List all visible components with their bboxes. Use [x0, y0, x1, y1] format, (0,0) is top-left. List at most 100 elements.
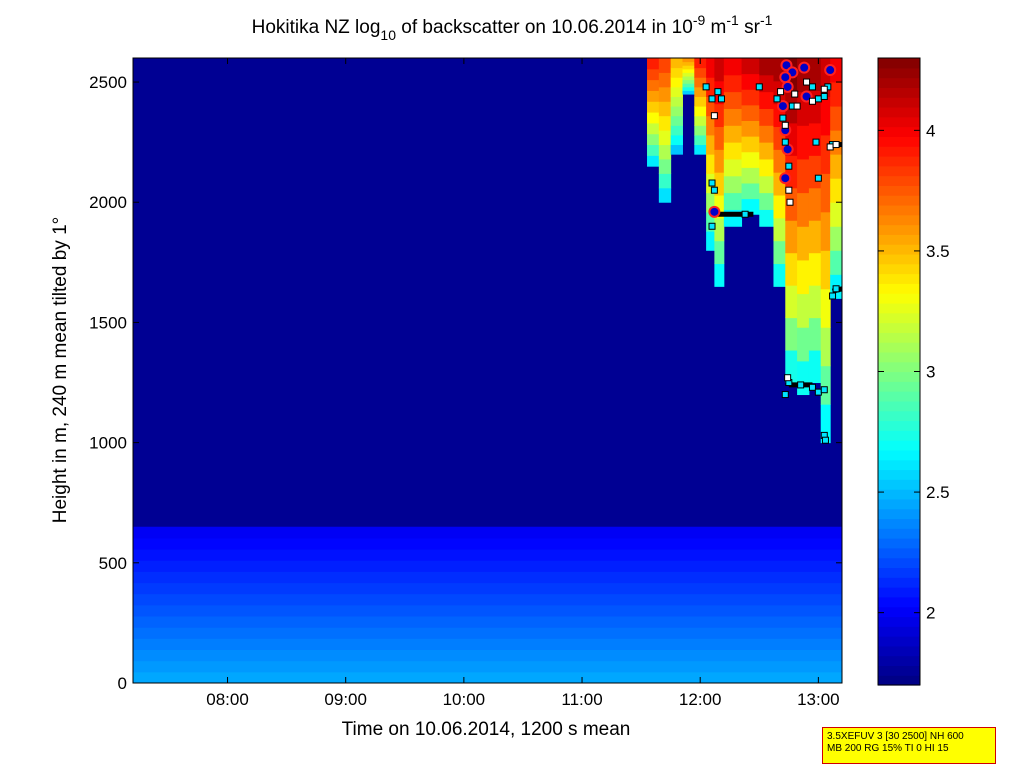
cloud-cell	[723, 108, 743, 126]
cloud-cell	[741, 73, 760, 90]
cloud-base-marker	[797, 381, 805, 389]
colorbar-cell	[878, 518, 920, 529]
colorbar-tick-label: 2.5	[926, 483, 950, 502]
cloud-cell	[759, 74, 774, 93]
cloud-base-marker	[821, 436, 829, 444]
cloud-cell	[723, 74, 743, 93]
colorbar-cell	[878, 58, 920, 69]
cloud-base-marker	[808, 83, 816, 91]
cloud-top-marker	[781, 143, 794, 156]
cloud-cell	[820, 404, 831, 444]
cloud-cell	[694, 77, 707, 88]
boundary-layer-band	[133, 526, 842, 539]
cloud-base-marker	[829, 292, 837, 300]
colorbar-cell	[878, 283, 920, 294]
colorbar-cell	[878, 508, 920, 520]
cloud-base-marker	[702, 83, 710, 91]
cloud-base-marker	[814, 174, 822, 182]
colorbar-tick-label: 4	[926, 121, 935, 140]
colorbar-cell	[878, 587, 920, 598]
colorbar-cell	[878, 410, 920, 422]
cloud-base-marker	[717, 95, 725, 103]
plot-frame	[132, 57, 843, 684]
colorbar-cell	[878, 185, 920, 196]
boundary-layer-band	[133, 549, 842, 561]
cloud-cell	[658, 173, 672, 189]
cloud-cell	[723, 192, 743, 210]
colorbar-cell	[878, 430, 920, 441]
cloud-base-marker	[820, 386, 828, 394]
x-axis-label: Time on 10.06.2014, 1200 s mean	[342, 719, 631, 740]
colorbar-cell	[878, 498, 920, 510]
cloud-cell	[785, 252, 798, 286]
cloud-cell	[808, 220, 822, 254]
layer-marker	[832, 141, 840, 149]
y-axis-label: Height in m, 240 m mean tilted by 1°	[50, 217, 71, 523]
cloud-cell	[808, 58, 822, 91]
cloud-cell	[682, 76, 695, 81]
layer-marker	[820, 85, 828, 93]
cloud-base-marker	[779, 114, 787, 122]
cloud-cell	[759, 125, 774, 143]
colorbar-cell	[878, 322, 920, 333]
cloud-cell	[714, 103, 725, 128]
colorbar-cell	[878, 97, 920, 108]
y-tick-label: 500	[99, 554, 127, 573]
cloud-base-marker	[755, 83, 763, 91]
layer-marker	[784, 374, 792, 382]
colorbar-cell	[878, 626, 920, 637]
boundary-layer-band	[133, 604, 842, 617]
y-tick-label: 0	[118, 674, 127, 693]
cloud-cell	[658, 101, 672, 117]
cloud-cell	[682, 65, 695, 70]
layer-marker	[777, 88, 785, 96]
cloud-base-marker	[832, 285, 840, 293]
x-tick-label: 12:00	[679, 690, 722, 709]
cloud-top-marker	[781, 80, 794, 93]
cloud-cell	[759, 142, 774, 160]
cloud-cell	[785, 285, 798, 319]
cloud-cell	[647, 122, 660, 135]
colorbar-cell	[878, 606, 920, 618]
cloud-cell	[647, 144, 660, 156]
colorbar-cell	[878, 175, 920, 186]
colorbar-cell	[878, 596, 920, 608]
cloud-cell	[773, 217, 786, 242]
colorbar-cell	[878, 136, 920, 147]
x-tick-label: 11:00	[561, 690, 602, 709]
cloud-cell	[773, 195, 786, 219]
colorbar-cell	[878, 165, 920, 177]
cloud-cell	[714, 263, 725, 287]
cloud-cell	[759, 58, 774, 76]
cloud-cell	[670, 134, 683, 146]
cloud-cell	[658, 58, 672, 73]
colorbar-cell	[878, 489, 920, 500]
x-tick-label: 10:00	[443, 690, 486, 709]
colorbar-cell	[878, 342, 920, 353]
colorbar-cell	[878, 351, 920, 363]
colorbar-cell	[878, 116, 920, 128]
cloud-cell	[714, 217, 725, 242]
cloud-top-marker	[708, 205, 721, 218]
processing-info-box: 3.5XEFUV 3 [30 2500] NH 600 MB 200 RG 15…	[822, 727, 996, 764]
cloud-cell	[797, 192, 810, 227]
y-tick-label: 1500	[89, 313, 127, 332]
cloud-cell	[820, 58, 831, 97]
cloud-cell	[820, 173, 831, 213]
cloud-cell	[682, 90, 695, 95]
cloud-cell	[820, 327, 831, 367]
colorbar-cell	[878, 146, 920, 157]
cloud-cell	[830, 106, 842, 131]
cloud-cell	[694, 134, 707, 146]
colorbar-cell	[878, 195, 920, 206]
cloud-base-marker	[785, 162, 793, 170]
colorbar-cell	[878, 77, 920, 88]
cloud-cell	[670, 58, 683, 69]
cloud-base-marker	[708, 179, 716, 187]
cloud-cell	[694, 115, 707, 126]
cloud-cell	[723, 125, 743, 143]
colorbar-cell	[878, 655, 920, 667]
cloud-cell	[694, 96, 707, 107]
x-axis: 08:00 09:00 10:00 11:00 12:00 13:00	[206, 58, 840, 709]
